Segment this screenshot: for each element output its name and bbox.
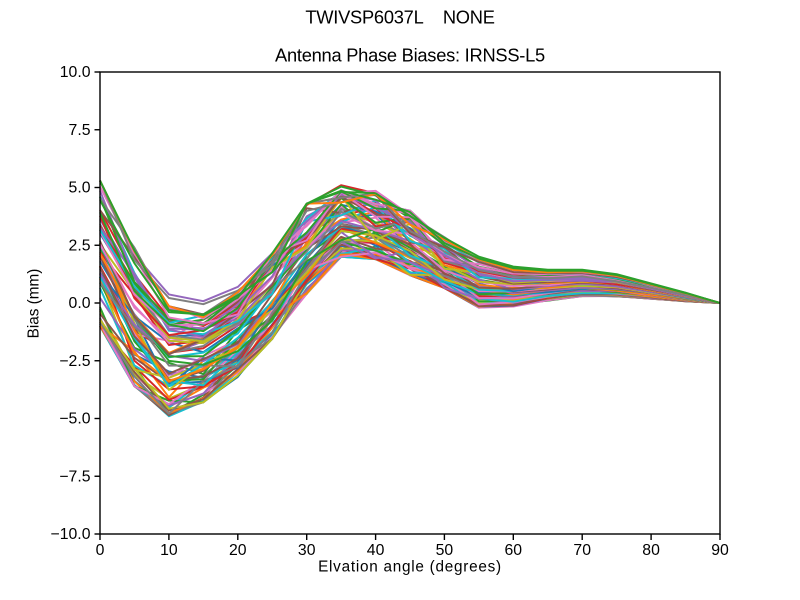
svg-text:40: 40 — [367, 542, 385, 559]
svg-text:10.0: 10.0 — [60, 64, 91, 81]
svg-text:−5.0: −5.0 — [59, 411, 90, 428]
svg-text:50: 50 — [436, 542, 454, 559]
svg-text:−2.5: −2.5 — [59, 353, 90, 370]
svg-text:70: 70 — [573, 542, 591, 559]
svg-text:90: 90 — [711, 542, 729, 559]
svg-text:−10.0: −10.0 — [51, 526, 91, 543]
svg-text:60: 60 — [505, 542, 523, 559]
svg-text:7.5: 7.5 — [69, 122, 91, 139]
svg-text:30: 30 — [298, 542, 316, 559]
svg-text:TWIVSP6037L NONE: TWIVSP6037L NONE — [305, 7, 494, 28]
svg-text:2.5: 2.5 — [69, 237, 91, 254]
svg-text:5.0: 5.0 — [69, 180, 91, 197]
svg-text:80: 80 — [642, 542, 660, 559]
svg-text:20: 20 — [229, 542, 247, 559]
svg-text:0: 0 — [96, 542, 105, 559]
svg-text:0.0: 0.0 — [69, 295, 91, 312]
svg-text:Bias (mm): Bias (mm) — [26, 269, 43, 339]
svg-text:Antenna Phase Biases: IRNSS-L5: Antenna Phase Biases: IRNSS-L5 — [275, 44, 545, 65]
svg-text:−7.5: −7.5 — [59, 468, 90, 485]
svg-text:Elvation angle (degrees): Elvation angle (degrees) — [318, 559, 502, 576]
svg-text:10: 10 — [160, 542, 178, 559]
